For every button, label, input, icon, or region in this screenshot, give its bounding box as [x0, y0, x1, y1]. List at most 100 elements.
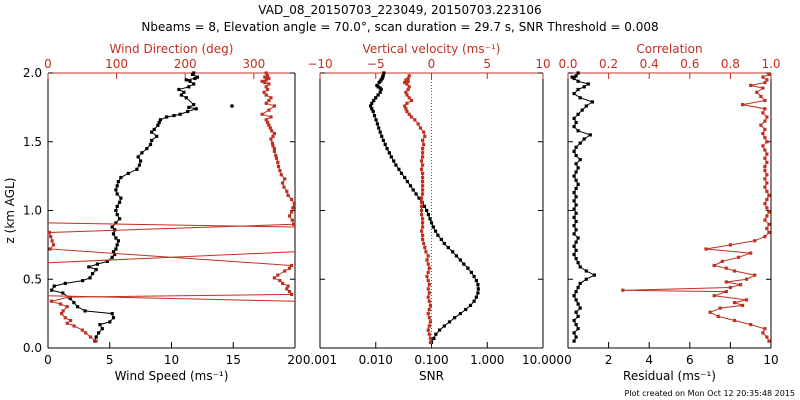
data-point	[763, 218, 767, 222]
data-point	[476, 283, 480, 287]
data-point	[407, 112, 411, 116]
data-point	[572, 244, 576, 248]
data-point	[115, 184, 119, 188]
wrap-segment	[47, 222, 296, 228]
data-point	[406, 87, 410, 92]
data-point	[578, 265, 582, 269]
data-point	[87, 265, 91, 269]
top-axis-label: Correlation	[636, 42, 702, 56]
top-tick-label: 200	[174, 57, 197, 71]
data-point	[177, 87, 181, 92]
panel-vertical: 0.001 0.010 0.100 1.000 10.000 SNR −10 −5 0 5 10 Ve…	[303, 42, 564, 383]
data-point	[378, 90, 382, 94]
data-point	[403, 175, 407, 180]
data-point	[276, 273, 280, 277]
data-point	[576, 314, 580, 318]
data-point	[264, 101, 268, 105]
data-point	[767, 222, 771, 226]
data-point	[52, 284, 56, 288]
data-point	[419, 196, 424, 200]
data-point	[370, 101, 374, 105]
top-tick-label: 100	[105, 57, 128, 71]
data-point	[765, 115, 769, 119]
bottom-axis-label: Residual (ms⁻¹)	[623, 369, 716, 383]
data-point	[111, 250, 116, 254]
data-point	[426, 279, 430, 283]
data-point	[421, 237, 425, 241]
data-point	[574, 290, 578, 294]
bottom-tick-label: 15	[226, 353, 241, 367]
data-point	[753, 273, 757, 277]
data-point	[429, 221, 434, 225]
data-point	[376, 93, 380, 97]
data-point	[572, 232, 576, 236]
data-point	[574, 219, 578, 224]
data-point	[263, 81, 267, 85]
data-point	[431, 225, 435, 229]
data-point	[188, 79, 192, 83]
data-point	[765, 181, 769, 185]
data-point	[193, 76, 197, 81]
data-point	[426, 312, 430, 316]
data-point	[157, 120, 161, 125]
data-point	[422, 241, 426, 246]
data-point	[469, 270, 473, 274]
data-point	[763, 235, 767, 239]
data-point	[411, 188, 415, 192]
data-point	[421, 155, 425, 159]
data-point	[438, 328, 442, 332]
data-point	[421, 188, 425, 192]
data-point	[264, 118, 268, 122]
data-point	[267, 82, 271, 86]
bottom-tick-label: 0.100	[414, 353, 448, 367]
data-point	[765, 173, 769, 177]
data-point	[572, 116, 576, 120]
data-point	[48, 247, 52, 251]
data-point	[148, 142, 153, 147]
data-point	[574, 186, 578, 191]
data-point	[271, 144, 275, 148]
data-point	[453, 316, 457, 320]
panel-correlation: 0 2 4 6 8 10 Residual (ms⁻¹) 0.0 0.2 0.4 0.6 0.8 1.0…	[558, 42, 780, 383]
data-point	[576, 112, 580, 116]
data-point	[576, 236, 580, 240]
data-point	[278, 279, 282, 283]
data-point	[767, 193, 771, 197]
data-point	[392, 159, 396, 163]
data-point	[572, 224, 576, 228]
data-point	[763, 148, 767, 152]
data-point	[765, 206, 769, 210]
data-point	[397, 167, 401, 171]
data-point	[49, 299, 53, 303]
data-point	[427, 283, 431, 287]
data-point	[424, 250, 428, 254]
series-red-2	[47, 71, 296, 343]
data-point	[279, 173, 283, 177]
data-point	[271, 134, 275, 138]
data-point	[287, 266, 292, 270]
data-point	[574, 203, 578, 207]
data-point	[69, 318, 73, 323]
bottom-axis-label: SNR	[419, 369, 444, 383]
data-point	[287, 290, 292, 294]
data-point	[427, 307, 431, 312]
data-point	[409, 98, 413, 103]
bottom-tick-label: 6	[686, 353, 694, 367]
data-point	[753, 239, 757, 243]
figure-title: VAD_08_20150703_223049, 20150703.223106	[258, 3, 541, 17]
bottom-tick-label: 2	[605, 353, 613, 367]
data-point	[50, 288, 54, 292]
data-point	[150, 138, 154, 142]
data-point	[290, 210, 294, 214]
data-point	[407, 74, 411, 78]
data-point	[267, 108, 271, 112]
data-point	[413, 118, 417, 122]
data-point	[574, 178, 578, 182]
series-black-1	[230, 104, 234, 108]
data-point	[704, 247, 708, 251]
data-point	[155, 134, 159, 138]
top-tick-label: 0.6	[680, 57, 699, 71]
series-black-0	[50, 71, 199, 343]
data-point	[375, 83, 379, 87]
data-point	[580, 108, 584, 112]
